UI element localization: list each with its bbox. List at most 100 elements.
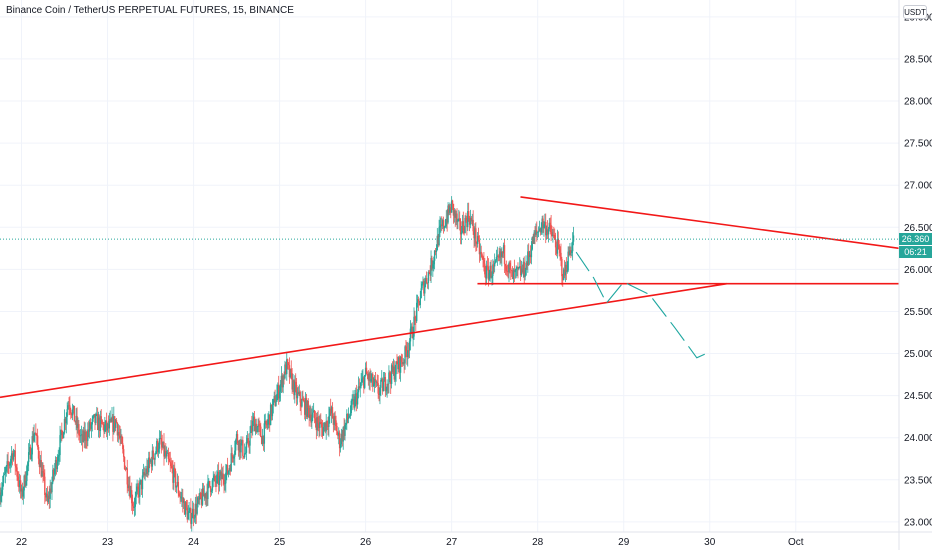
candle-body <box>51 482 53 493</box>
candle-body <box>558 244 560 250</box>
candle-body <box>75 415 77 423</box>
x-tick-label: 24 <box>188 537 200 548</box>
y-tick-label: 28.500 <box>904 54 932 65</box>
candle-body <box>216 474 218 484</box>
candle-body <box>24 475 26 486</box>
candle-body <box>529 254 532 258</box>
candle-body <box>36 435 39 448</box>
candle-body <box>491 275 493 278</box>
candle-body <box>52 469 54 483</box>
candle-body <box>371 374 373 380</box>
candle-body <box>404 346 406 364</box>
candle-body <box>32 436 34 441</box>
candle-body <box>554 235 556 240</box>
y-tick-label: 24.500 <box>904 391 932 402</box>
candle-body <box>476 243 478 245</box>
candle-body <box>501 251 503 257</box>
candle-body <box>467 211 470 219</box>
candle-body <box>45 493 48 498</box>
candle-body <box>4 471 7 474</box>
candle-body <box>309 414 311 419</box>
candle-body <box>128 485 130 489</box>
candle-body <box>424 278 427 285</box>
candle-body <box>335 420 337 426</box>
trendlines[interactable] <box>0 196 900 399</box>
candle-body <box>107 423 110 429</box>
candle-body <box>553 234 555 236</box>
candle-body <box>413 316 415 337</box>
candle-body <box>240 443 242 453</box>
candle-body <box>432 264 434 269</box>
candle-body <box>207 481 209 500</box>
candle-body <box>99 416 102 431</box>
candle-body <box>234 440 237 451</box>
candle-body <box>550 224 552 233</box>
candle-body <box>317 417 319 423</box>
candle-body <box>430 257 432 276</box>
candle-body <box>213 475 215 479</box>
candle-body <box>63 418 66 433</box>
candle-body <box>106 423 109 431</box>
candle-body <box>463 230 465 234</box>
candle-body <box>223 479 225 484</box>
candle-body <box>190 508 192 524</box>
candle-body <box>327 425 329 427</box>
candle-body <box>416 299 419 303</box>
candle-body <box>252 416 255 421</box>
candle-body <box>518 267 520 269</box>
candle-body <box>313 410 316 419</box>
candle-body <box>555 247 558 254</box>
candle-body <box>476 235 479 244</box>
candle-body <box>431 257 433 269</box>
candle-body <box>391 365 394 372</box>
trendline[interactable] <box>520 196 900 250</box>
candle-body <box>262 435 265 444</box>
candle-body <box>325 421 327 432</box>
currency-button[interactable]: USDT <box>903 5 927 19</box>
candle-body <box>228 468 231 471</box>
candle-body <box>114 416 116 428</box>
candle-body <box>543 224 545 229</box>
candle-body <box>222 473 224 480</box>
candle-body <box>303 400 305 402</box>
projection-curve[interactable] <box>575 251 711 359</box>
projection-arrow[interactable] <box>575 251 711 359</box>
candle-body <box>372 374 374 387</box>
candle-body <box>425 278 428 283</box>
candle-body <box>336 425 338 435</box>
candle-body <box>200 497 203 505</box>
candle-body <box>139 482 141 497</box>
y-tick-label: 27.500 <box>904 139 932 150</box>
candle-body <box>328 416 330 427</box>
candle-body <box>422 281 424 284</box>
candle-body <box>27 462 29 467</box>
candle-body <box>217 471 220 485</box>
candle-body <box>126 468 128 485</box>
candle-body <box>400 356 403 363</box>
candle-body <box>19 480 21 488</box>
candle-body <box>528 254 531 257</box>
candle-body <box>132 506 135 508</box>
trendline[interactable] <box>0 282 728 399</box>
candle-body <box>162 441 164 448</box>
candle-body <box>174 471 177 488</box>
candle-body <box>110 419 112 422</box>
candle-body <box>113 416 115 432</box>
candle-body <box>273 396 275 400</box>
candle-body <box>243 456 245 458</box>
candle-body <box>469 217 472 225</box>
candle-body <box>499 251 501 258</box>
candle-body <box>41 471 43 477</box>
candle-body <box>295 381 297 385</box>
y-tick-label: 26.000 <box>904 265 932 276</box>
candle-body <box>304 398 307 415</box>
candle-body <box>355 393 357 397</box>
candle-body <box>288 365 291 378</box>
candle-body <box>231 453 233 457</box>
candle-body <box>148 457 150 473</box>
candle-body <box>55 459 58 470</box>
candle-body <box>334 416 336 421</box>
candle-body <box>252 420 254 432</box>
candle-body <box>311 417 313 423</box>
